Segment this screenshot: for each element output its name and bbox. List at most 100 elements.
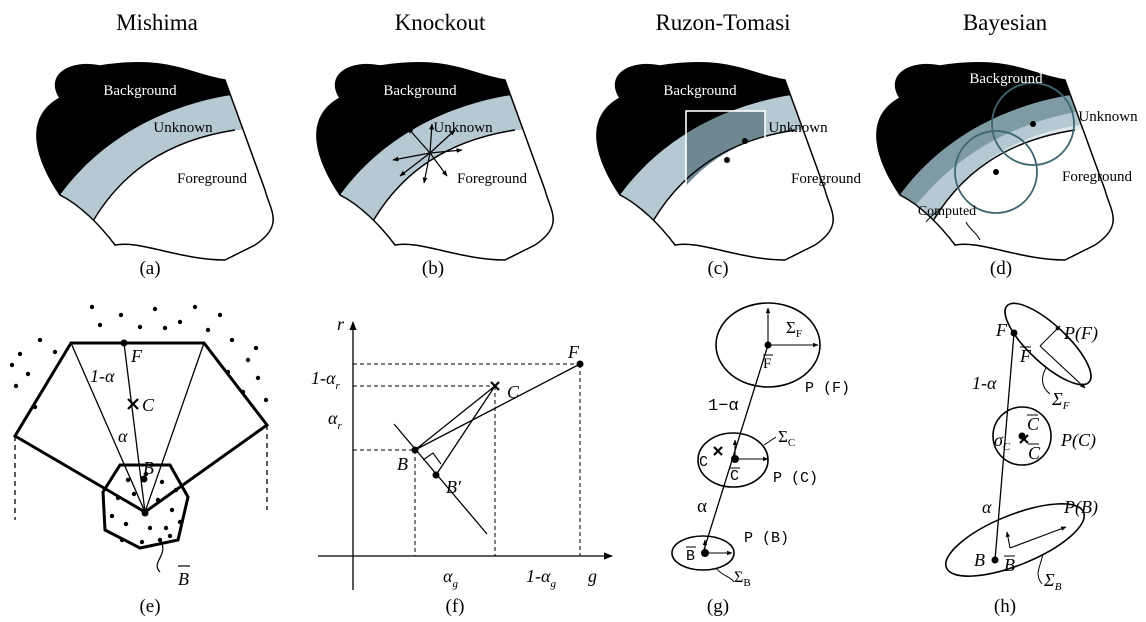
label-c: C [507,382,520,402]
label-one-minus-alpha-g: 1-αg [526,566,556,590]
unknown-label: Unknown [1078,109,1138,125]
point-f [576,360,584,368]
label-fbar: F [1019,346,1032,366]
window-point-1 [742,138,748,144]
label-f: F [995,320,1008,340]
label-alpha: α [118,426,128,446]
background-sample-dot [253,345,259,351]
label-bbar: B [1004,555,1015,575]
computed-pointer-2 [965,221,981,241]
point-c-cross [1019,434,1029,444]
label-pb: P (B) [744,530,789,547]
cluster-sample-dot [123,521,129,527]
label-alpha-r: αr [328,408,342,432]
background-sample-dot [192,304,198,310]
right-angle-mark [422,452,442,465]
label-pc: P (C) [773,470,818,487]
label-sigma-b: ΣB [1043,570,1062,593]
background-sample-dot [137,324,143,330]
label-f: F [130,346,143,366]
caption-f: (f) [446,596,465,617]
foreground-ellipse [1004,302,1092,386]
computed-pointer-1 [925,206,943,223]
caption-e: (e) [139,596,160,617]
caption-b: (b) [422,258,444,279]
shape-outline [36,62,274,261]
title-mishima: Mishima [116,10,198,35]
cluster-sample-dot [159,479,165,485]
background-sample-dot [217,312,223,318]
point-cbar [731,455,739,463]
background-sample-dot [89,304,95,310]
label-b: B [974,550,985,570]
panel-a: Background Unknown Foreground (a) [36,62,274,279]
label-sigma-b: ΣB [734,569,751,589]
label-g-axis: g [588,566,597,586]
background-label: Background [383,83,457,99]
label-cbar: C [1028,443,1041,463]
label-pb: P(B) [1063,497,1098,518]
point-b [991,556,999,564]
background-sample-dot [245,357,251,363]
background-region [36,62,274,250]
panel-c: Background Unknown Foreground (c) [596,62,861,279]
label-sigma-c: ΣC [778,427,795,449]
background-region [316,62,554,250]
label-sigma-c: σC [994,430,1011,453]
c-circle [992,406,1052,466]
cluster-sample-dot [177,519,183,525]
title-bayesian: Bayesian [963,10,1048,35]
projection-guides [353,363,581,556]
label-f: F [567,342,580,362]
label-pf: P (F) [805,380,850,397]
alpha-line [123,342,146,513]
point-f [120,339,128,347]
foreground-label: Foreground [177,171,247,187]
panel-g: ΣF F P (F) 1−α ΣC C C P (C) α P (B) B ΣB… [671,302,850,617]
label-alpha: α [982,497,992,517]
neighborhood-center-1 [1030,121,1036,127]
cluster-sample-dot [115,495,121,501]
panel-f: r g 1-αr αr αg 1-αg F C B B′ (f) [311,314,613,617]
label-c: C [1027,414,1040,434]
neighborhood-center-2 [993,169,999,175]
point-c-cross [490,381,500,391]
label-b: B [397,454,408,474]
cluster-sample-dot [119,537,125,543]
background-sample-dot [9,362,15,368]
label-one-minus-alpha: 1-α [972,373,997,393]
caption-g: (g) [707,596,729,617]
cluster-sample-dot [155,497,161,503]
computed-band [900,86,1114,210]
background-sample-dot [263,397,269,403]
background-ellipse [944,503,1086,577]
cluster-sample-dot [143,471,149,477]
background-sample-dot [13,383,19,389]
background-region [596,62,834,250]
background-cluster-samples [109,471,183,545]
label-pc: P(C) [1060,430,1096,451]
background-sample-dot [25,371,31,377]
shape-outline [316,62,554,261]
label-alpha-g: αg [443,566,458,590]
label-one-minus-alpha: 1-α [90,366,115,386]
label-bbar: B [178,569,189,589]
cluster-sample-dot [167,533,173,539]
alpha-line [994,332,1015,561]
unknown-label: Unknown [768,120,828,136]
label-one-minus-alpha-r: 1-αr [311,368,340,392]
panel-d: Background Unknown Foreground Computed (… [876,62,1138,279]
background-sample-dot [118,312,124,318]
background-sample-dot [97,322,103,328]
cluster-sample-dot [169,507,175,513]
foreground-label: Foreground [791,171,861,187]
computed-label: Computed [918,204,976,219]
shape-outline [876,62,1114,261]
foreground-label: Foreground [1062,169,1132,185]
unknown-label: Unknown [153,120,213,136]
point-bprime [432,471,440,479]
caption-a: (a) [139,258,160,279]
background-region [876,62,1114,250]
background-sample-dot [17,351,23,357]
background-sample-dot [205,327,211,333]
